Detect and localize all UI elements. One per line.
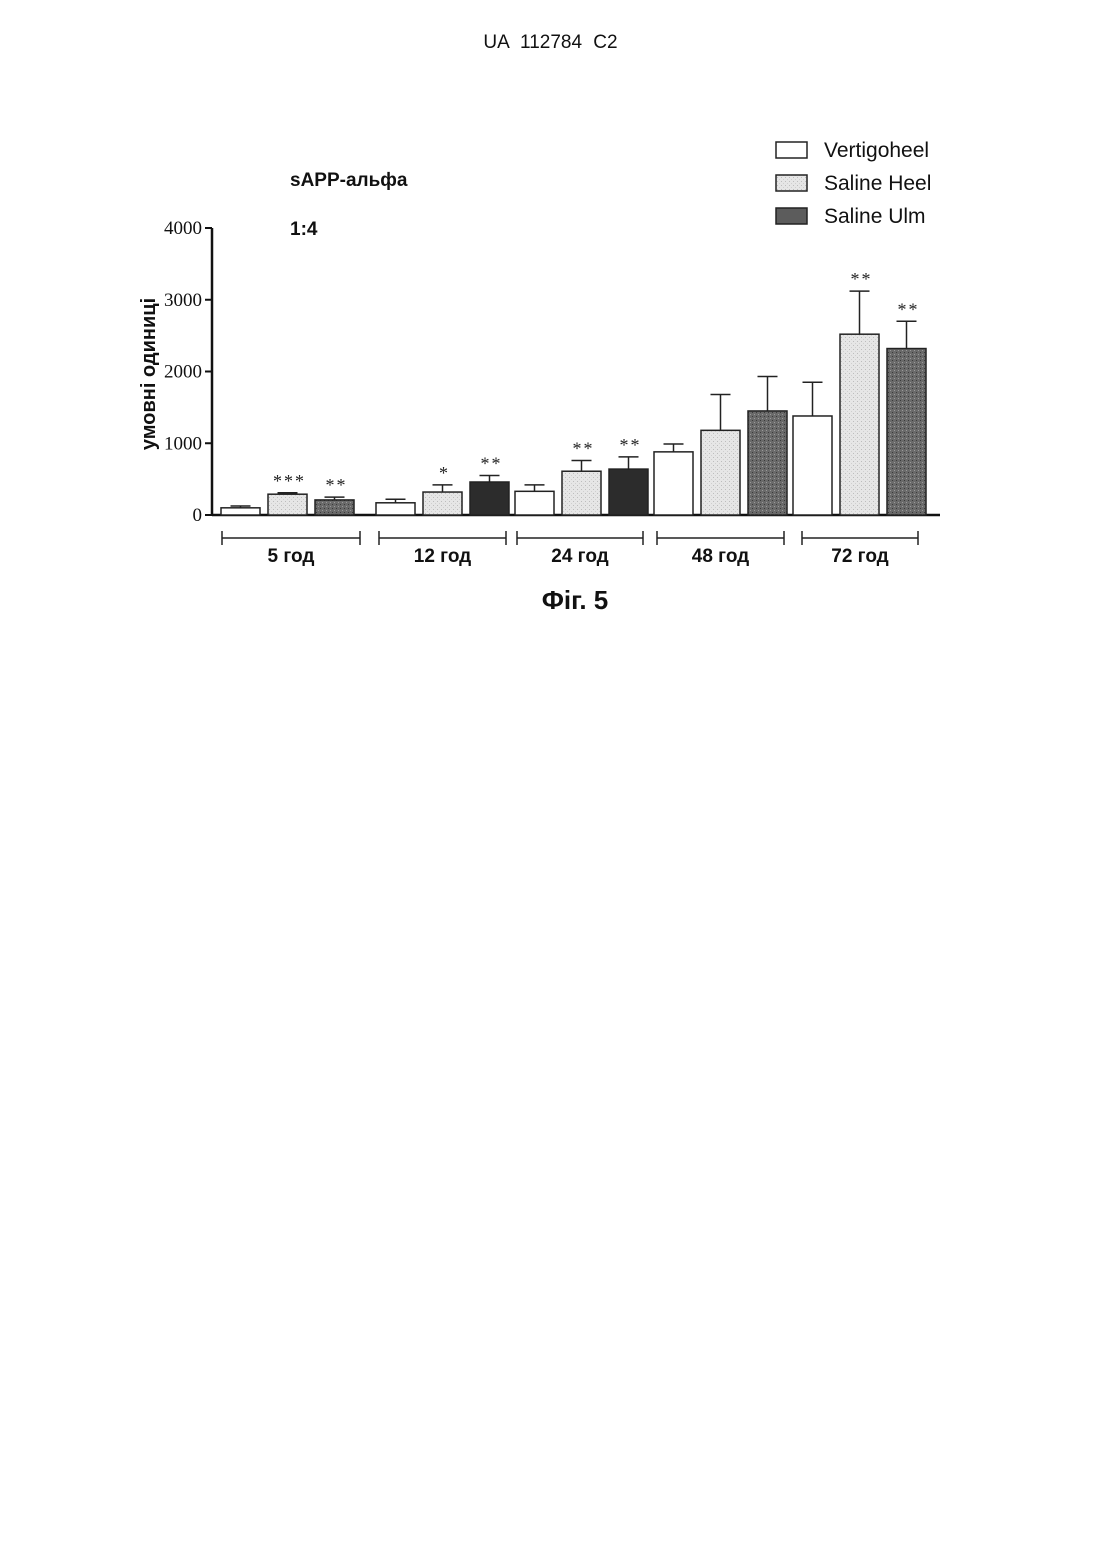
bar-saline-heel [562, 471, 601, 515]
sapp-alpha-bar-chart: sAPP-альфа 1:4 умовні одиниці 0 1000 2000 3… [0, 120, 1101, 580]
x-tick-label: 12 год [414, 546, 472, 567]
significance-label: ** [851, 269, 873, 289]
bar-vertigoheel [793, 416, 832, 515]
significance-label: ** [481, 454, 503, 474]
bar-saline-ulm [609, 469, 648, 515]
x-tick-label: 5 год [268, 546, 315, 567]
bar-vertigoheel [654, 452, 693, 515]
legend-swatch [776, 142, 807, 158]
significance-label: ** [573, 438, 595, 458]
bar-saline-heel [701, 430, 740, 515]
x-tick-label: 24 год [551, 546, 609, 567]
significance-label: ** [620, 435, 642, 455]
chart-subtitle: 1:4 [290, 219, 318, 240]
x-axis-groups: 5 год 12 год 24 год 48 год 72 год [222, 531, 918, 567]
legend-label: Saline Heel [824, 172, 931, 195]
bar-saline-heel [840, 334, 879, 515]
bar-saline-ulm [470, 482, 509, 515]
y-tick-label: 1000 [164, 433, 202, 454]
legend-label: Vertigoheel [824, 139, 929, 162]
legend-swatch [776, 175, 807, 191]
y-tick-label: 2000 [164, 362, 202, 383]
document-number: UA 112784 C2 [0, 32, 1101, 54]
y-tick-label: 4000 [164, 218, 202, 239]
significance-label: * [439, 463, 450, 483]
bars-group: **************** [221, 269, 926, 515]
x-tick-label: 48 год [692, 546, 750, 567]
chart-title: sAPP-альфа [290, 170, 408, 191]
bar-saline-ulm [887, 349, 926, 515]
bar-vertigoheel [376, 503, 415, 515]
x-tick-label: 72 год [831, 546, 889, 567]
legend: Vertigoheel Saline Heel Saline Ulm [776, 139, 931, 228]
bar-saline-heel [423, 492, 462, 515]
y-tick-label: 0 [193, 505, 203, 526]
legend-label: Saline Ulm [824, 205, 926, 228]
significance-label: ** [326, 475, 348, 495]
significance-label: ** [898, 299, 920, 319]
figure-caption: Фіг. 5 [0, 585, 1101, 616]
bar-vertigoheel [221, 508, 260, 515]
bar-saline-ulm [748, 411, 787, 515]
bar-saline-ulm [315, 500, 354, 515]
y-tick-label: 3000 [164, 290, 202, 311]
y-axis-label: умовні одиниці [138, 298, 160, 450]
legend-swatch [776, 208, 807, 224]
significance-label: *** [273, 471, 306, 491]
bar-saline-heel [268, 494, 307, 515]
bar-vertigoheel [515, 491, 554, 515]
